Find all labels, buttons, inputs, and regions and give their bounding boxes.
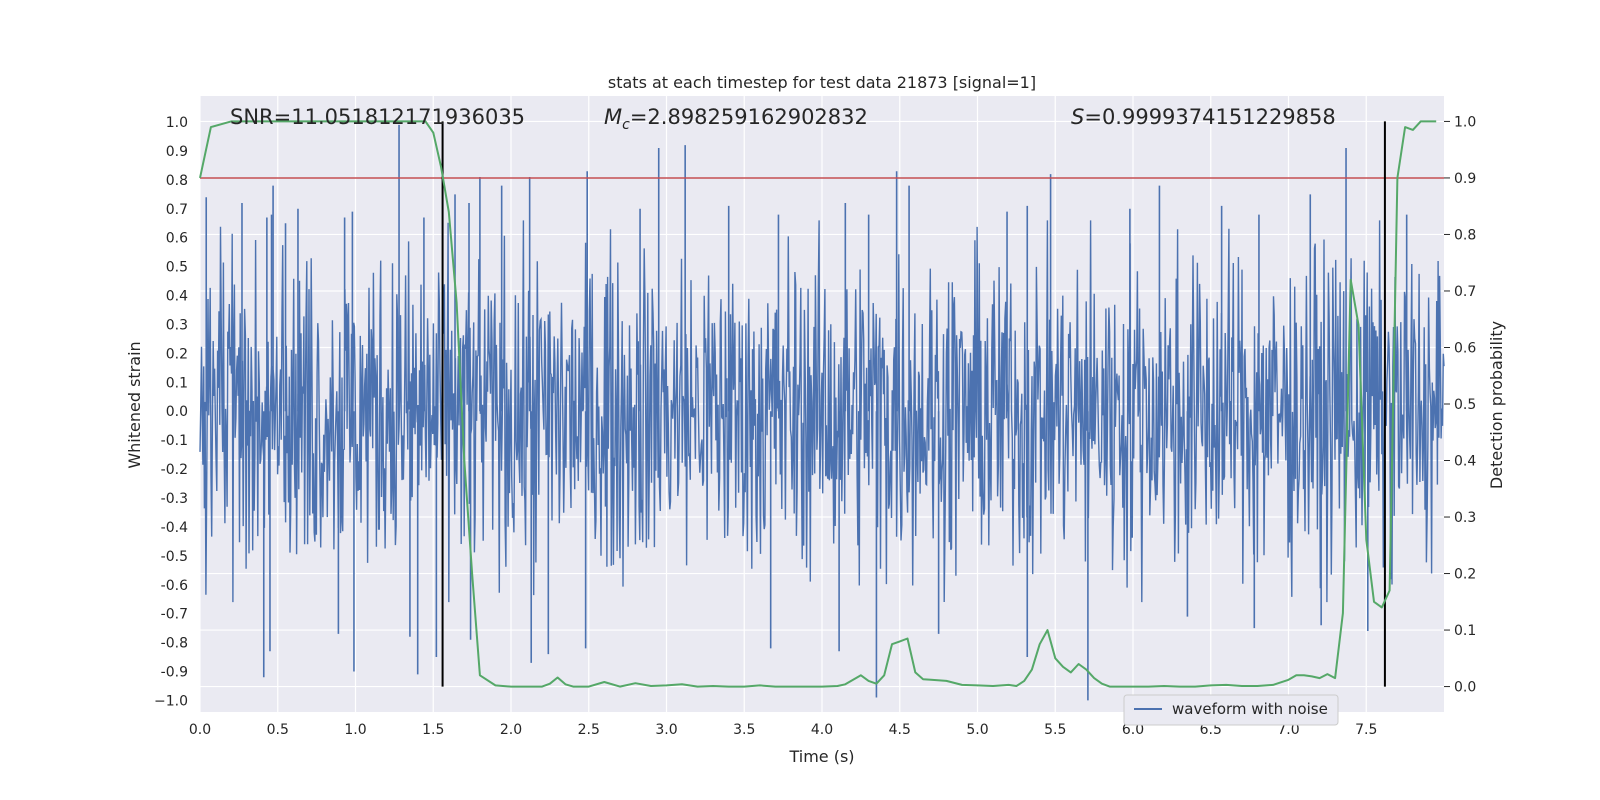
y2-tick-label: 1.0	[1454, 114, 1476, 130]
y2-tick-label: 0.1	[1454, 623, 1476, 639]
y-tick-label: 0.5	[166, 260, 188, 276]
y-tick-label: 0.3	[166, 317, 188, 333]
x-tick-label: 1.5	[422, 722, 444, 738]
chart-title: stats at each timestep for test data 218…	[608, 73, 1036, 92]
waveform-noise-series	[199, 124, 1445, 701]
y2-tick-label: 0.7	[1454, 284, 1476, 300]
y-tick-label: -0.9	[161, 665, 188, 681]
x-tick-label: 3.0	[655, 722, 677, 738]
legend-box	[1123, 694, 1339, 726]
y2-tick-label: 0.3	[1454, 510, 1476, 526]
snr-annotation: SNR=11.051812171936035	[230, 105, 525, 129]
y2-tick-label: 0.4	[1454, 454, 1476, 470]
y-tick-label: 0.9	[166, 144, 188, 160]
legend-label: waveform with noise	[1172, 700, 1328, 718]
chirp-mass-annotation: Mc=2.898259162902832	[604, 105, 868, 133]
chirp-mass-value: =2.898259162902832	[630, 105, 868, 129]
x-tick-label: 7.0	[1277, 722, 1299, 738]
x-tick-label: 1.0	[344, 722, 366, 738]
y-tick-label: 0.8	[166, 173, 188, 189]
x-tick-label: 4.5	[889, 722, 911, 738]
score-symbol: S	[1071, 105, 1084, 129]
x-axis-label: Time (s)	[788, 747, 854, 766]
y-tick-label: -0.2	[161, 462, 188, 478]
legend: waveform with noise	[1123, 694, 1339, 726]
y2-tick-label: 0.6	[1454, 340, 1476, 356]
y2-axis-label: Detection probability	[1487, 321, 1506, 489]
x-tick-label: 2.0	[500, 722, 522, 738]
y-tick-label: 1.0	[166, 115, 188, 131]
y-tick-label: -0.6	[161, 578, 188, 594]
y-tick-label: −1.0	[154, 693, 188, 709]
x-tick-label: 7.5	[1355, 722, 1377, 738]
y-tick-label: -0.5	[161, 549, 188, 565]
x-tick-label: 4.0	[811, 722, 833, 738]
y-tick-label: 0.1	[166, 375, 188, 391]
x-tick-label: 5.0	[966, 722, 988, 738]
y-axis-label: Whitened strain	[125, 341, 144, 468]
y-tick-label: 0.6	[166, 231, 188, 247]
y-tick-label: 0.2	[166, 346, 188, 362]
y2-tick-label: 0.9	[1454, 171, 1476, 187]
x-tick-label: 6.5	[1200, 722, 1222, 738]
waveform-trace	[199, 220, 1445, 603]
y2-axis-ticks: 1.0 0.9 0.8 0.7 0.6 0.5 0.4 0.3 0.2 0.1 0.0	[1444, 114, 1476, 696]
y2-tick-label: 0.8	[1454, 227, 1476, 243]
y2-tick-label: 0.5	[1454, 397, 1476, 413]
chirp-mass-subscript: c	[622, 117, 630, 133]
chirp-mass-symbol: M	[604, 105, 622, 129]
y-tick-label: -0.4	[161, 520, 188, 536]
y-axis-ticks: 1.0 0.9 0.8 0.7 0.6 0.5 0.4 0.3 0.2 0.1 0.0 -0.1 -0.…	[154, 115, 188, 709]
x-tick-label: 2.5	[578, 722, 600, 738]
y2-tick-label: 0.2	[1454, 567, 1476, 583]
y-tick-label: 0.0	[166, 404, 188, 420]
x-tick-label: 0.0	[189, 722, 211, 738]
y-tick-label: -0.8	[161, 636, 188, 652]
y-tick-label: 0.7	[166, 202, 188, 218]
x-tick-label: 3.5	[733, 722, 755, 738]
y2-tick-label: 0.0	[1454, 680, 1476, 696]
vertical-markers	[441, 121, 1386, 687]
y-tick-label: -0.1	[161, 433, 188, 449]
y-tick-label: -0.7	[161, 607, 188, 623]
x-tick-label: 6.0	[1122, 722, 1144, 738]
detection-probability-line	[199, 120, 1437, 688]
y-tick-label: -0.3	[161, 491, 188, 507]
score-annotation: S=0.9999374151229858	[1071, 105, 1336, 129]
y-tick-label: 0.4	[166, 289, 188, 305]
x-tick-label: 0.5	[267, 722, 289, 738]
score-value: =0.9999374151229858	[1084, 105, 1335, 129]
x-tick-label: 5.5	[1044, 722, 1066, 738]
x-axis-ticks: 0.0 0.5 1.0 1.5 2.0 2.5 3.0 3.5 4.0 4.5 5.0 5.5 6.0 6…	[189, 722, 1378, 738]
